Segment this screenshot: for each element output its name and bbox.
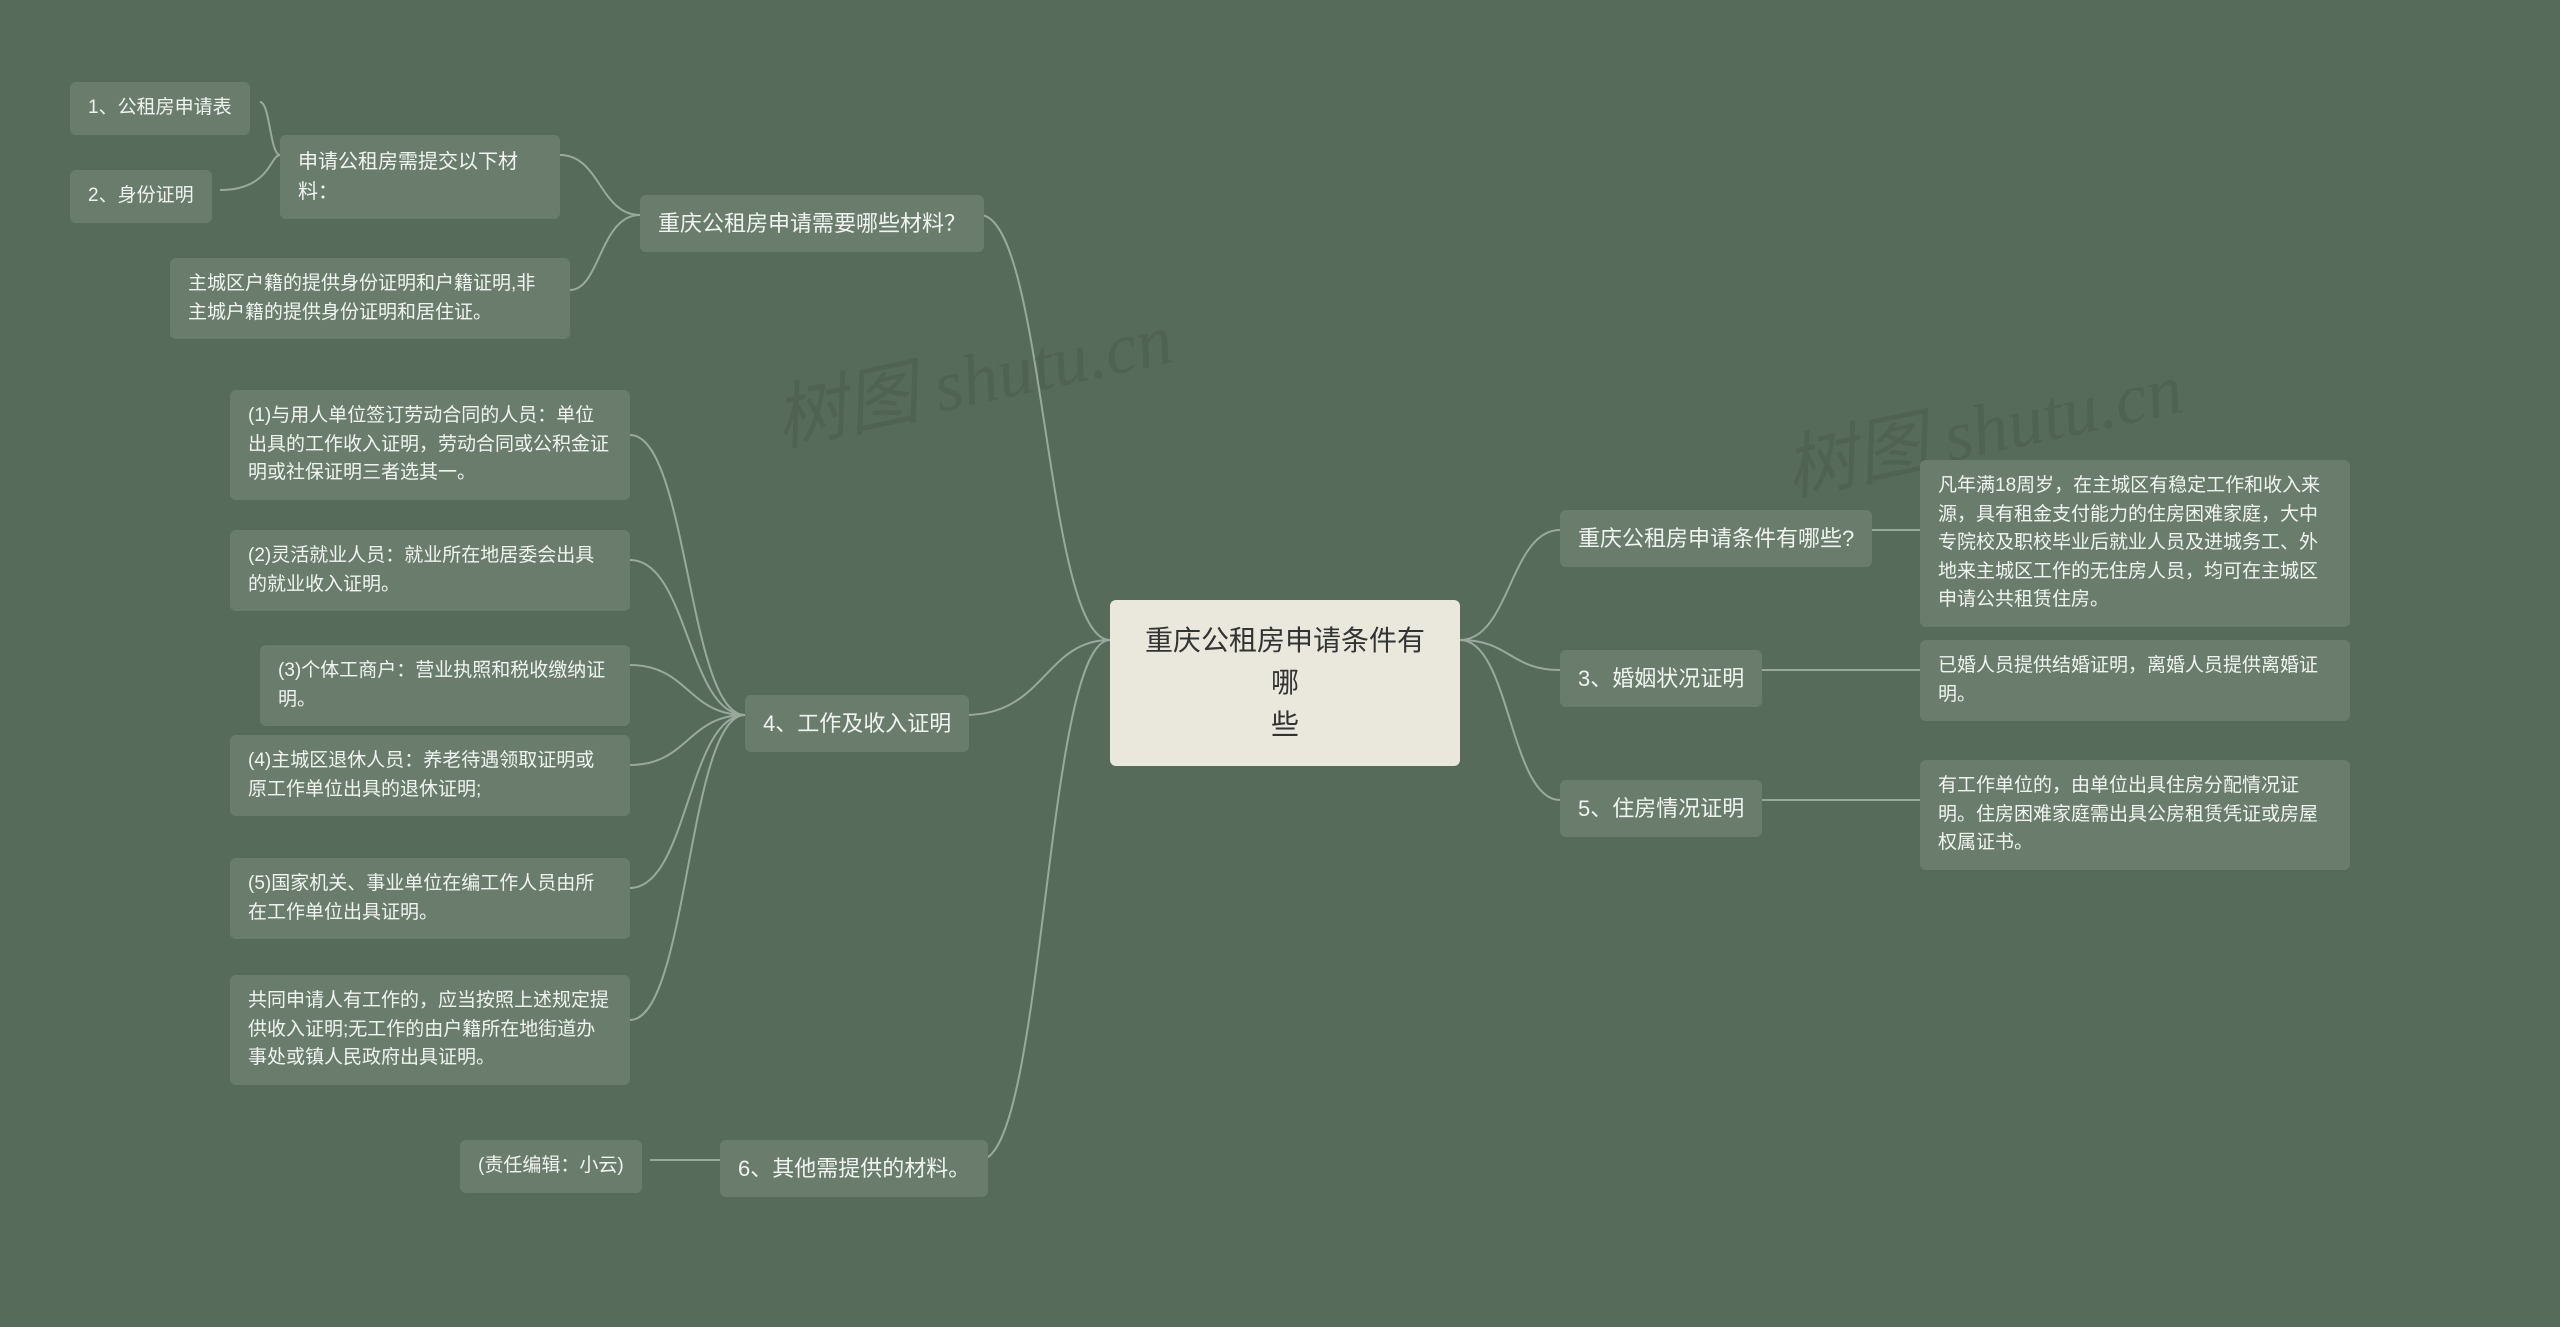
leaf-income-4: (4)主城区退休人员：养老待遇领取证明或原工作单位出具的退休证明; <box>230 735 630 816</box>
branch-housing[interactable]: 5、住房情况证明 <box>1560 780 1762 837</box>
branch-label: 6、其他需提供的材料。 <box>738 1156 970 1181</box>
leaf-housing-detail: 有工作单位的，由单位出具住房分配情况证明。住房困难家庭需出具公房租赁凭证或房屋权… <box>1920 760 2350 870</box>
leaf-text: (2)灵活就业人员：就业所在地居委会出具的就业收入证明。 <box>248 545 594 595</box>
leaf-conditions-detail: 凡年满18周岁，在主城区有稳定工作和收入来源，具有租金支付能力的住房困难家庭，大… <box>1920 460 2350 627</box>
leaf-text: 已婚人员提供结婚证明，离婚人员提供离婚证明。 <box>1938 655 2318 705</box>
branch-marriage[interactable]: 3、婚姻状况证明 <box>1560 650 1762 707</box>
leaf-form: 1、公租房申请表 <box>70 82 250 135</box>
branch-conditions[interactable]: 重庆公租房申请条件有哪些? <box>1560 510 1872 567</box>
leaf-income-1: (1)与用人单位签订劳动合同的人员：单位出具的工作收入证明，劳动合同或公积金证明… <box>230 390 630 500</box>
leaf-income-6: 共同申请人有工作的，应当按照上述规定提供收入证明;无工作的由户籍所在地街道办事处… <box>230 975 630 1085</box>
leaf-text: (4)主城区退休人员：养老待遇领取证明或原工作单位出具的退休证明; <box>248 750 594 800</box>
leaf-income-2: (2)灵活就业人员：就业所在地居委会出具的就业收入证明。 <box>230 530 630 611</box>
leaf-hukou: 主城区户籍的提供身份证明和户籍证明,非主城户籍的提供身份证明和居住证。 <box>170 258 570 339</box>
leaf-text: 凡年满18周岁，在主城区有稳定工作和收入来源，具有租金支付能力的住房困难家庭，大… <box>1938 475 2320 610</box>
branch-label: 3、婚姻状况证明 <box>1578 666 1744 691</box>
central-topic[interactable]: 重庆公租房申请条件有哪些 <box>1110 600 1460 766</box>
leaf-text: (责任编辑：小云) <box>478 1155 624 1176</box>
branch-label: 4、工作及收入证明 <box>763 711 951 736</box>
sub-label: 申请公租房需提交以下材料： <box>298 151 518 203</box>
central-topic-text: 重庆公租房申请条件有哪些 <box>1145 625 1425 740</box>
leaf-text: (5)国家机关、事业单位在编工作人员由所在工作单位出具证明。 <box>248 873 594 923</box>
leaf-editor: (责任编辑：小云) <box>460 1140 642 1193</box>
leaf-income-3: (3)个体工商户：营业执照和税收缴纳证明。 <box>260 645 630 726</box>
leaf-text: 共同申请人有工作的，应当按照上述规定提供收入证明;无工作的由户籍所在地街道办事处… <box>248 990 609 1068</box>
branch-other[interactable]: 6、其他需提供的材料。 <box>720 1140 988 1197</box>
leaf-id: 2、身份证明 <box>70 170 212 223</box>
leaf-text: (1)与用人单位签订劳动合同的人员：单位出具的工作收入证明，劳动合同或公积金证明… <box>248 405 609 483</box>
leaf-text: 2、身份证明 <box>88 185 194 206</box>
leaf-text: 有工作单位的，由单位出具住房分配情况证明。住房困难家庭需出具公房租赁凭证或房屋权… <box>1938 775 2318 853</box>
leaf-text: 主城区户籍的提供身份证明和户籍证明,非主城户籍的提供身份证明和居住证。 <box>188 273 535 323</box>
branch-materials[interactable]: 重庆公租房申请需要哪些材料？ <box>640 195 984 252</box>
sub-materials-list[interactable]: 申请公租房需提交以下材料： <box>280 135 560 219</box>
leaf-marriage-detail: 已婚人员提供结婚证明，离婚人员提供离婚证明。 <box>1920 640 2350 721</box>
leaf-text: 1、公租房申请表 <box>88 97 232 118</box>
branch-label: 5、住房情况证明 <box>1578 796 1744 821</box>
branch-income[interactable]: 4、工作及收入证明 <box>745 695 969 752</box>
branch-label: 重庆公租房申请条件有哪些? <box>1578 526 1854 551</box>
leaf-text: (3)个体工商户：营业执照和税收缴纳证明。 <box>278 660 605 710</box>
branch-label: 重庆公租房申请需要哪些材料？ <box>658 211 966 236</box>
watermark-1: 树图 shutu.cn <box>763 279 1180 466</box>
leaf-income-5: (5)国家机关、事业单位在编工作人员由所在工作单位出具证明。 <box>230 858 630 939</box>
